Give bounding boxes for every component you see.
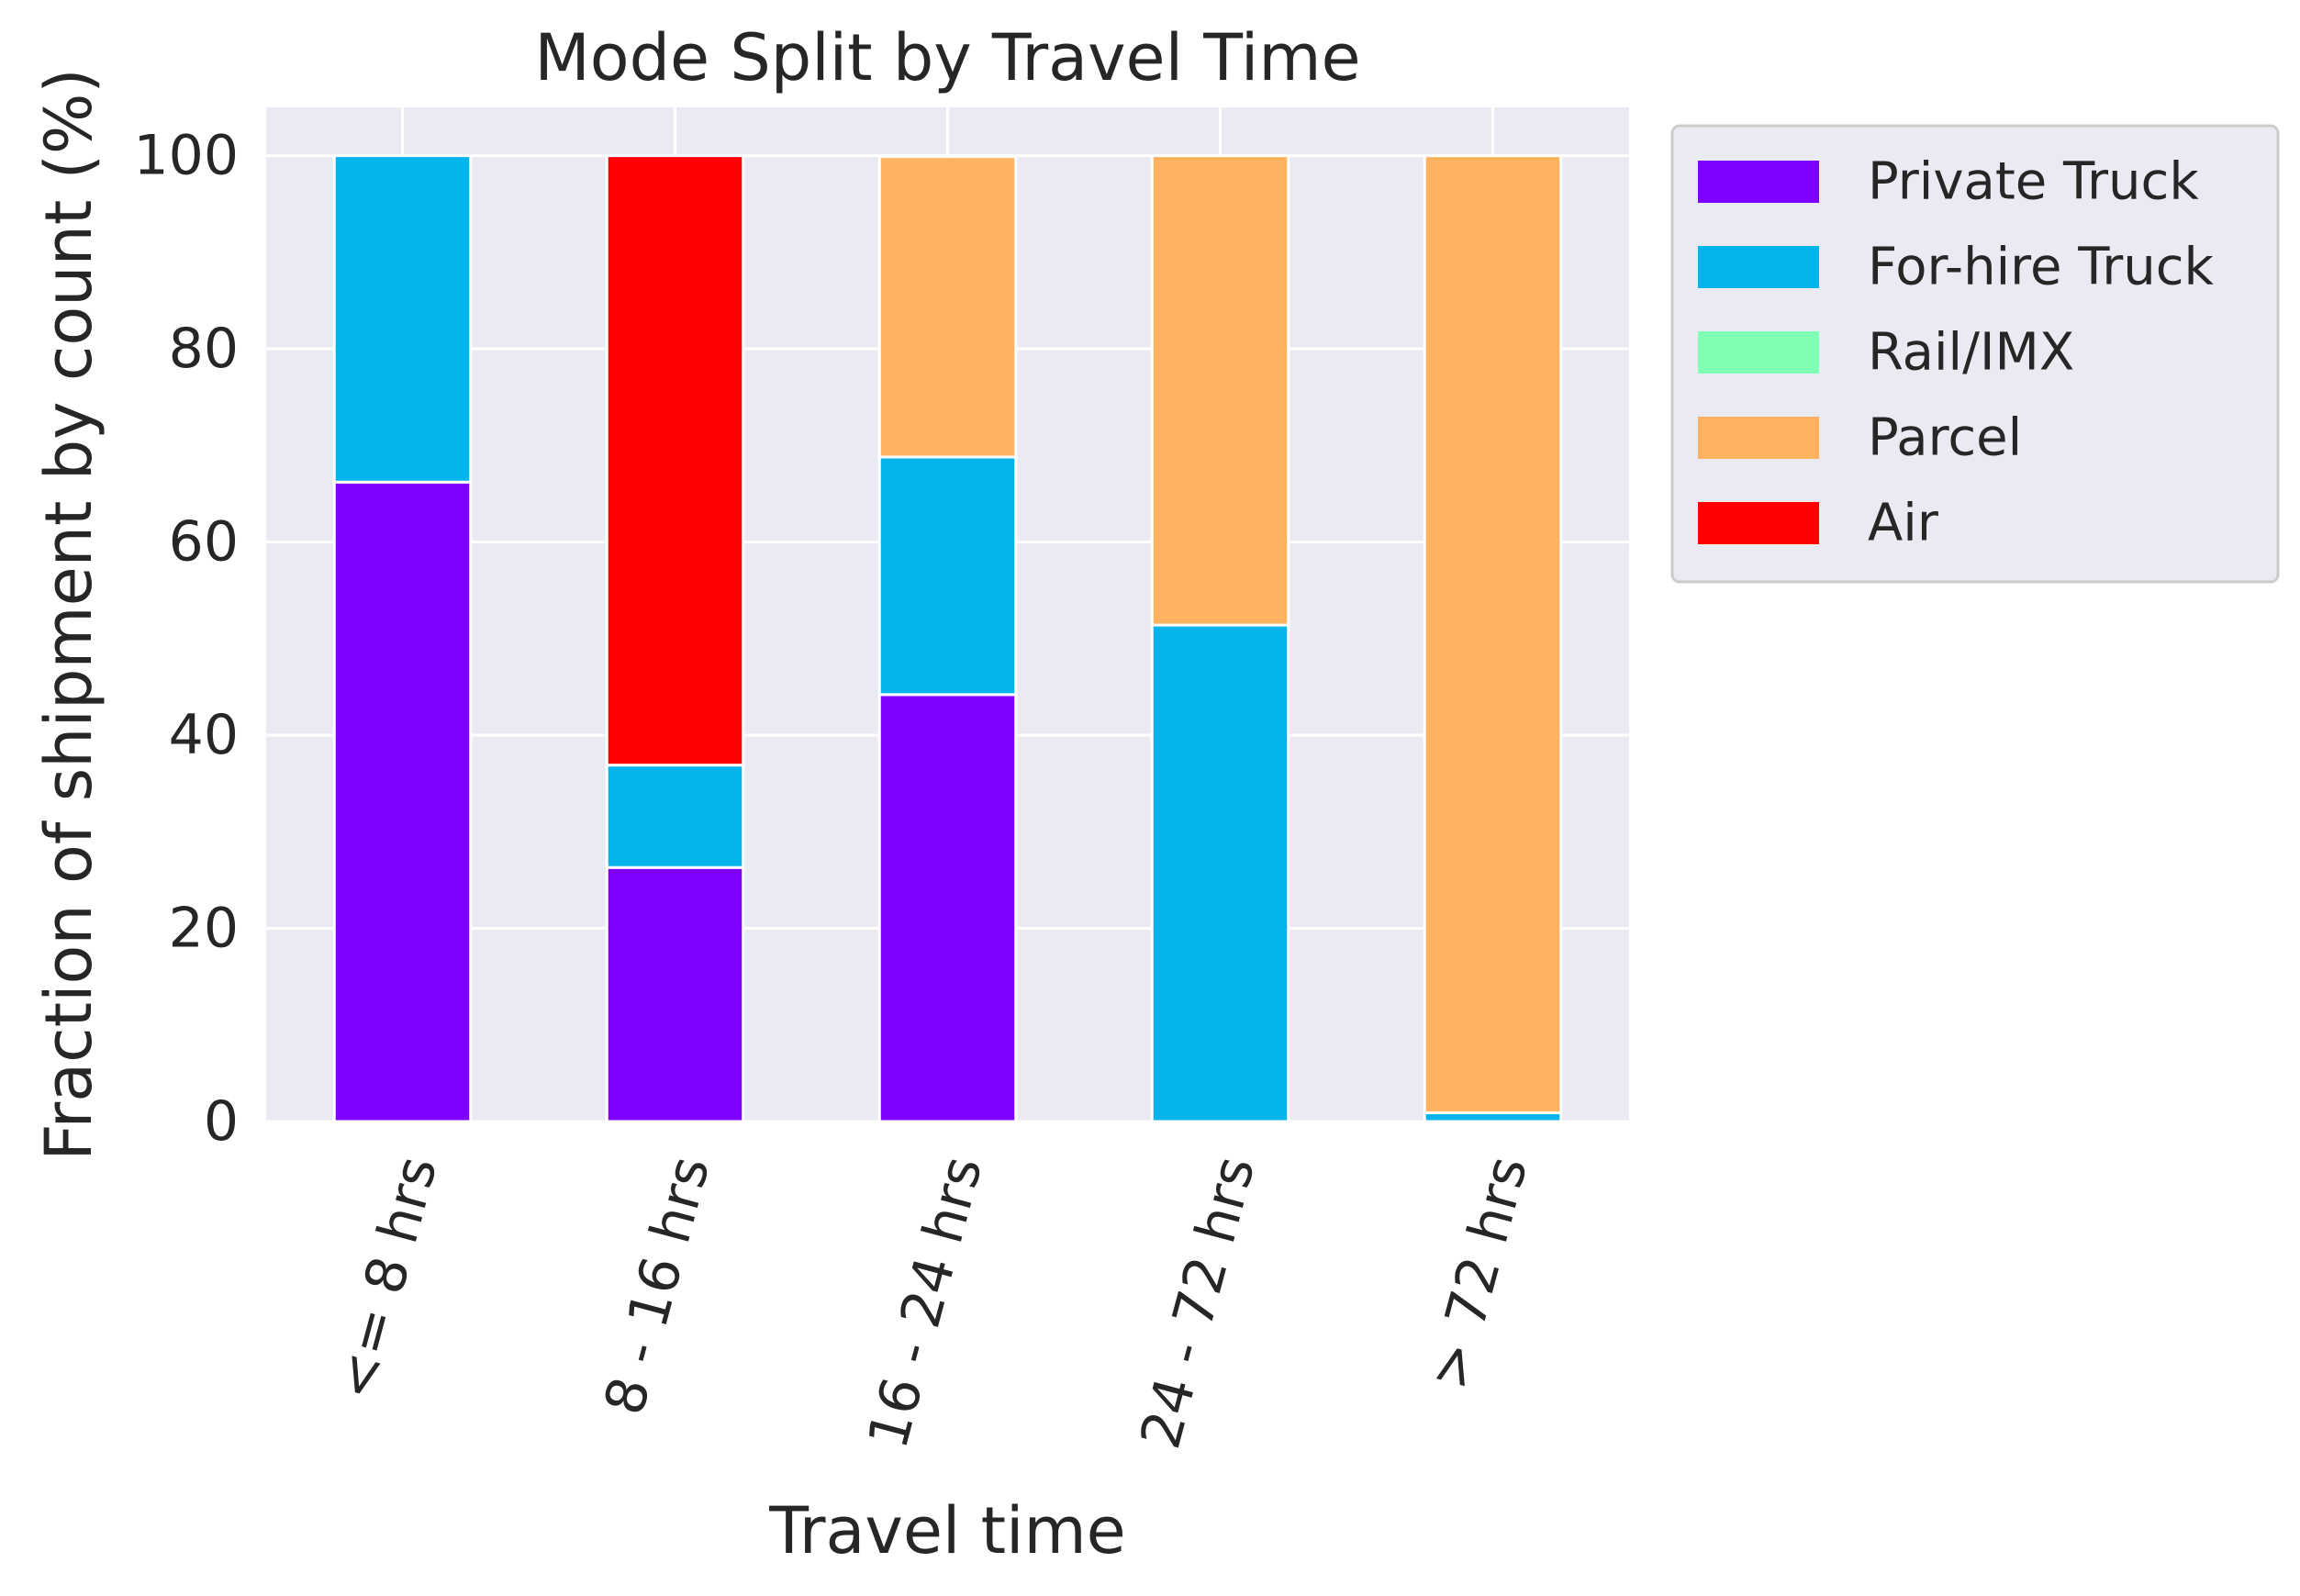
legend-label-parcel: Parcel [1868, 408, 2022, 468]
bar-for-hire-truck [332, 154, 473, 484]
y-tick-label: 80 [169, 317, 239, 381]
legend-label-air: Air [1868, 494, 1939, 553]
bar-parcel [1423, 154, 1563, 1115]
bar-parcel [877, 155, 1018, 459]
legend-label-for-hire-truck: For-hire Truck [1868, 238, 2215, 297]
y-tick-label: 20 [169, 897, 239, 961]
y-tick-label: 40 [169, 703, 239, 767]
bar-private-truck [332, 480, 473, 1123]
bar-for-hire-truck [1150, 623, 1290, 1123]
bar-private-truck [605, 865, 745, 1123]
legend-box [1670, 124, 2280, 584]
y-tick-label: 100 [133, 124, 239, 188]
legend-swatch-parcel [1698, 417, 1819, 459]
legend-swatch-rail-imx [1698, 331, 1819, 374]
bar-parcel [1150, 154, 1290, 627]
y-axis-ticks: 0 20 40 60 80 100 [133, 124, 239, 1154]
legend-label-rail-imx: Rail/IMX [1868, 323, 2074, 383]
x-axis-label: Travel time [768, 1493, 1126, 1568]
y-tick-label: 60 [169, 510, 239, 575]
legend-swatch-for-hire-truck [1698, 246, 1819, 288]
bar-private-truck [877, 693, 1018, 1123]
bar-for-hire-truck [605, 764, 745, 869]
y-tick-label: 0 [204, 1089, 239, 1154]
legend-swatch-private-truck [1698, 161, 1819, 203]
y-axis-label: Fraction of shipment by count (%) [31, 68, 106, 1160]
bars [332, 154, 1563, 1123]
legend-swatch-air [1698, 502, 1819, 544]
legend: Private Truck For-hire Truck Rail/IMX Parce… [1670, 124, 2280, 584]
chart-title: Mode Split by Travel Time [534, 20, 1360, 95]
legend-label-private-truck: Private Truck [1868, 152, 2199, 212]
legend-items: Private Truck For-hire Truck Rail/IMX Parce… [1698, 152, 2215, 553]
bar-air [605, 154, 745, 767]
bar-for-hire-truck [877, 455, 1018, 697]
